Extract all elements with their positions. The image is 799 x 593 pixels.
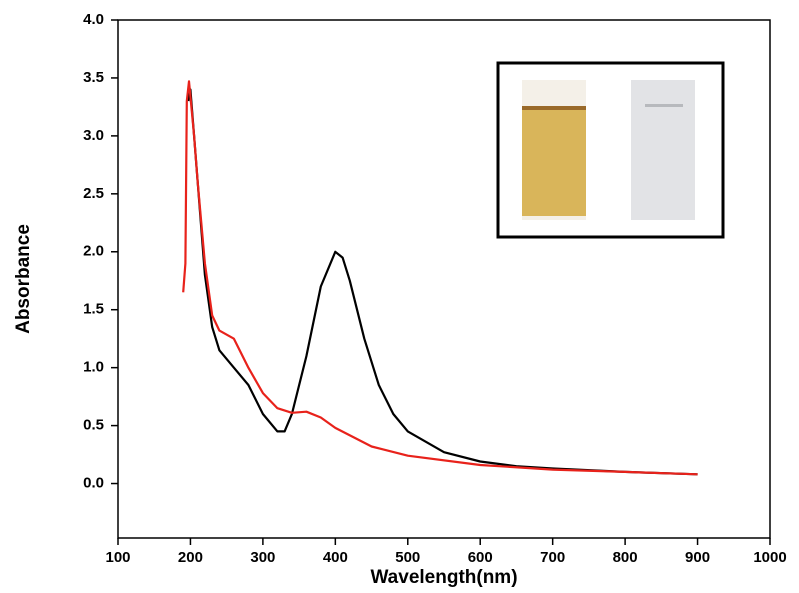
x-tick-label: 100 (105, 549, 130, 566)
y-tick-label: 0.0 (83, 475, 104, 492)
y-tick-label: 0.5 (83, 417, 104, 434)
y-tick-label: 4.0 (83, 11, 104, 28)
y-tick-label: 2.5 (83, 185, 104, 202)
y-tick-label: 3.5 (83, 69, 104, 86)
y-tick-label: 3.0 (83, 127, 104, 144)
x-tick-label: 800 (613, 549, 638, 566)
y-tick-label: 1.0 (83, 359, 104, 376)
x-tick-label: 900 (685, 549, 710, 566)
y-axis-title: Absorbance (13, 224, 34, 334)
x-tick-label: 1000 (753, 549, 786, 566)
x-tick-label: 500 (395, 549, 420, 566)
x-tick-label: 200 (178, 549, 203, 566)
x-tick-label: 600 (468, 549, 493, 566)
x-tick-label: 700 (540, 549, 565, 566)
x-axis-title: Wavelength(nm) (370, 567, 517, 588)
spectrum-line (187, 88, 698, 476)
y-tick-label: 2.0 (83, 243, 104, 260)
y-tick-label: 1.5 (83, 301, 104, 318)
spectrum-line (182, 80, 698, 476)
inset-photo (496, 61, 725, 239)
x-tick-label: 400 (323, 549, 348, 566)
x-tick-label: 300 (250, 549, 275, 566)
plot-frame (117, 19, 771, 539)
